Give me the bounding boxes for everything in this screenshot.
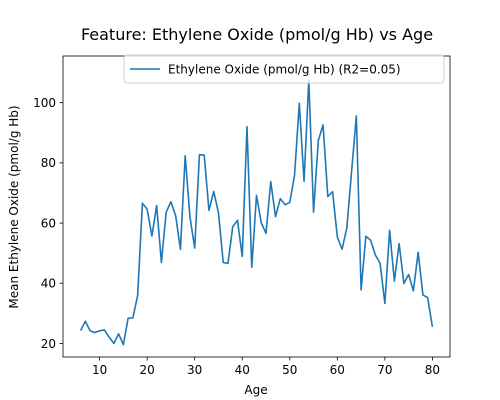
- x-tick-label: 30: [187, 363, 202, 377]
- x-axis-label: Age: [244, 383, 267, 397]
- series-line: [79, 79, 434, 346]
- x-tick-label: 80: [425, 363, 440, 377]
- y-tick-label: 60: [41, 216, 56, 230]
- x-tick-label: 50: [282, 363, 297, 377]
- y-tick-label: 20: [41, 337, 56, 351]
- y-tick-label: 40: [41, 277, 56, 291]
- legend-entry: Ethylene Oxide (pmol/g Hb) (R2=0.05): [168, 63, 401, 77]
- plot-area: [62, 55, 451, 358]
- axis-ticks: 10 20 30 40 50 60 70 80 20 40 60 80 100: [33, 96, 440, 377]
- y-tick-label: 100: [33, 96, 56, 110]
- legend: Ethylene Oxide (pmol/g Hb) (R2=0.05): [123, 54, 445, 84]
- x-tick-label: 70: [377, 363, 392, 377]
- x-tick-label: 10: [92, 363, 107, 377]
- y-tick-label: 80: [41, 156, 56, 170]
- y-axis-label: Mean Ethylene Oxide (pmol/g Hb): [7, 105, 21, 308]
- x-tick-label: 20: [140, 363, 155, 377]
- legend-box: [123, 54, 445, 84]
- x-tick-label: 60: [330, 363, 345, 377]
- chart-title: Feature: Ethylene Oxide (pmol/g Hb) vs A…: [81, 25, 433, 44]
- x-tick-label: 40: [235, 363, 250, 377]
